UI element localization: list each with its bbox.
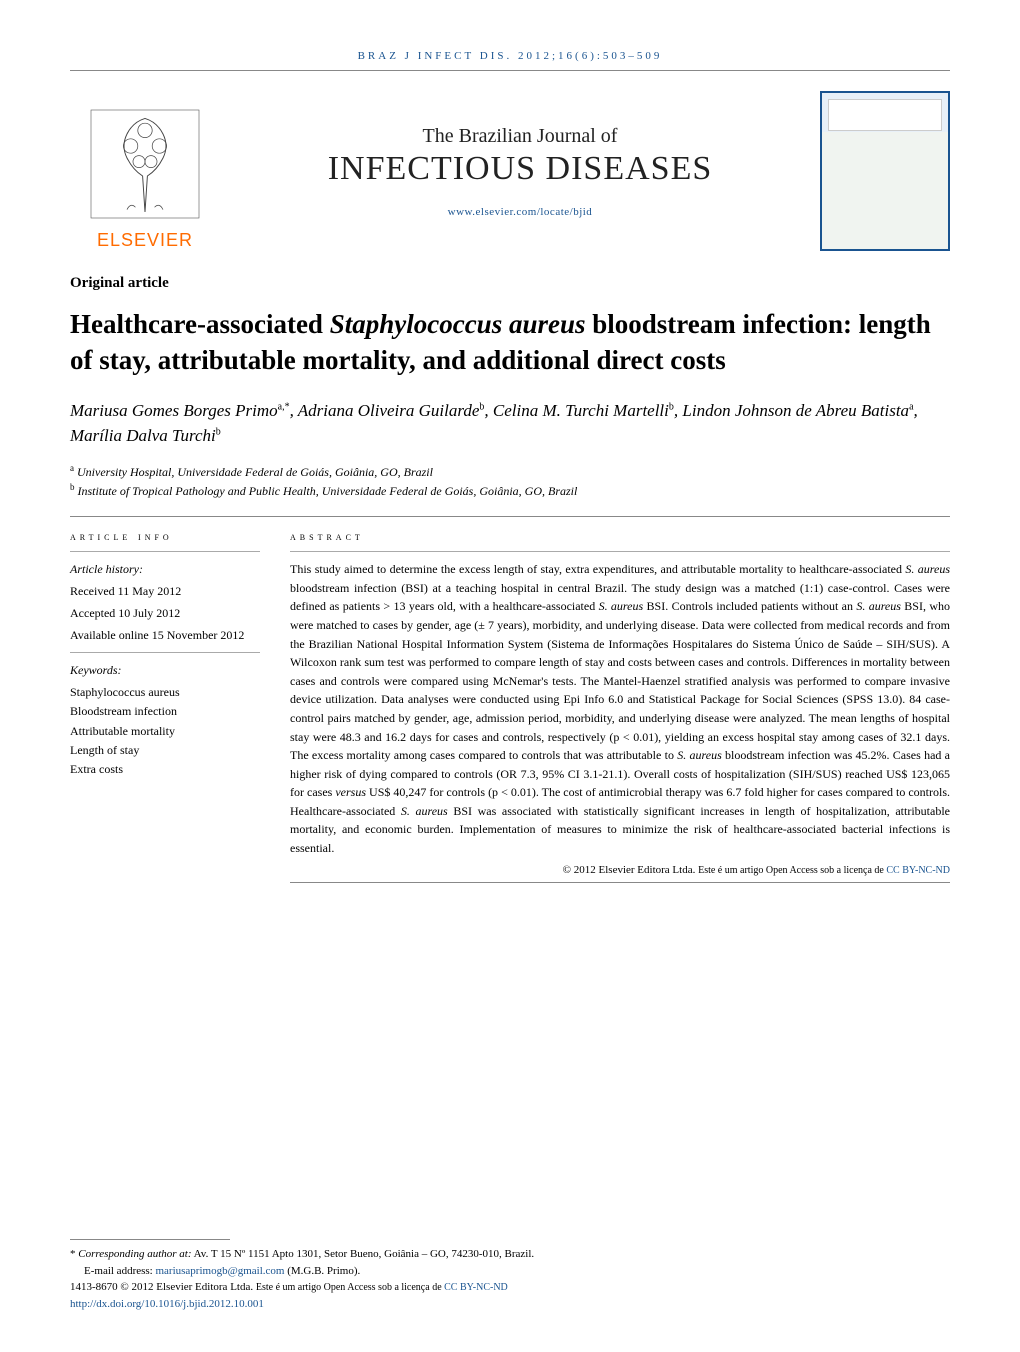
article-title-part1: Healthcare-associated <box>70 309 330 339</box>
abstract-heading: abstract <box>290 531 950 543</box>
article-info-column: article info Article history: Received 1… <box>70 531 260 883</box>
article-title-species: Staphylococcus aureus <box>330 309 586 339</box>
journal-subtitle: The Brazilian Journal of <box>220 125 820 148</box>
elsevier-tree-icon <box>85 104 205 224</box>
abstract-bottom-rule <box>290 882 950 883</box>
authors: Mariusa Gomes Borges Primoa,*, Adriana O… <box>70 399 950 448</box>
abstract-copyright: © 2012 Elsevier Editora Ltda. Este é um … <box>290 864 950 876</box>
copyright-text: © 2012 Elsevier Editora Ltda. <box>563 864 698 876</box>
corresponding-email-line: E-mail address: mariusaprimogb@gmail.com… <box>70 1263 950 1280</box>
affiliations: a University Hospital, Universidade Fede… <box>70 462 950 500</box>
article-section-label: Original article <box>70 275 950 292</box>
issn-copyright-line: 1413-8670 © 2012 Elsevier Editora Ltda. … <box>70 1279 950 1296</box>
info-sep-2 <box>70 652 260 653</box>
mid-rule <box>70 516 950 517</box>
footer-block: * Corresponding author at: Av. T 15 Nº 1… <box>70 1239 950 1312</box>
article-info-heading: article info <box>70 531 260 543</box>
abstract-column: abstract This study aimed to determine t… <box>290 531 950 883</box>
affiliation-a: a University Hospital, Universidade Fede… <box>70 462 950 481</box>
corresponding-author-note: * Corresponding author at: Av. T 15 Nº 1… <box>70 1246 950 1263</box>
publisher-name: ELSEVIER <box>97 230 193 251</box>
abstract-sep <box>290 551 950 552</box>
keyword-2: Bloodstream infection <box>70 702 260 721</box>
keyword-5: Extra costs <box>70 760 260 779</box>
publisher-logo-block: ELSEVIER <box>70 91 220 251</box>
article-history-label: Article history: <box>70 560 260 578</box>
corresponding-email-link[interactable]: mariusaprimogb@gmail.com <box>155 1265 284 1277</box>
keyword-4: Length of stay <box>70 741 260 760</box>
keyword-1: Staphylococcus aureus <box>70 683 260 702</box>
footnote-rule <box>70 1239 230 1240</box>
cover-thumb-label: INFECTIOUS DISEASES <box>832 107 922 116</box>
accepted-date: Accepted 10 July 2012 <box>70 604 260 622</box>
doi-line: http://dx.doi.org/10.1016/j.bjid.2012.10… <box>70 1296 950 1313</box>
journal-header: ELSEVIER The Brazilian Journal of INFECT… <box>70 91 950 251</box>
cc-license-link[interactable]: CC BY-NC-ND <box>886 865 950 876</box>
info-sep-1 <box>70 551 260 552</box>
doi-link[interactable]: http://dx.doi.org/10.1016/j.bjid.2012.10… <box>70 1298 264 1310</box>
keyword-3: Attributable mortality <box>70 722 260 741</box>
abstract-body: This study aimed to determine the excess… <box>290 560 950 858</box>
footer-cc-link[interactable]: CC BY-NC-ND <box>444 1282 508 1293</box>
affiliation-b: b Institute of Tropical Pathology and Pu… <box>70 481 950 500</box>
copyright-note: Este é um artigo Open Access sob a licen… <box>698 865 886 876</box>
running-head: BRAZ J INFECT DIS. 2012;16(6):503–509 <box>70 50 950 62</box>
keywords-label: Keywords: <box>70 661 260 679</box>
journal-url[interactable]: www.elsevier.com/locate/bjid <box>220 206 820 218</box>
info-abstract-row: article info Article history: Received 1… <box>70 531 950 883</box>
top-rule <box>70 70 950 71</box>
article-title: Healthcare-associated Staphylococcus aur… <box>70 306 950 379</box>
online-date: Available online 15 November 2012 <box>70 626 260 644</box>
journal-title-block: The Brazilian Journal of INFECTIOUS DISE… <box>220 125 820 218</box>
keywords-list: Staphylococcus aureus Bloodstream infect… <box>70 683 260 779</box>
journal-cover-thumbnail: INFECTIOUS DISEASES <box>820 91 950 251</box>
journal-title: INFECTIOUS DISEASES <box>220 150 820 188</box>
received-date: Received 11 May 2012 <box>70 582 260 600</box>
